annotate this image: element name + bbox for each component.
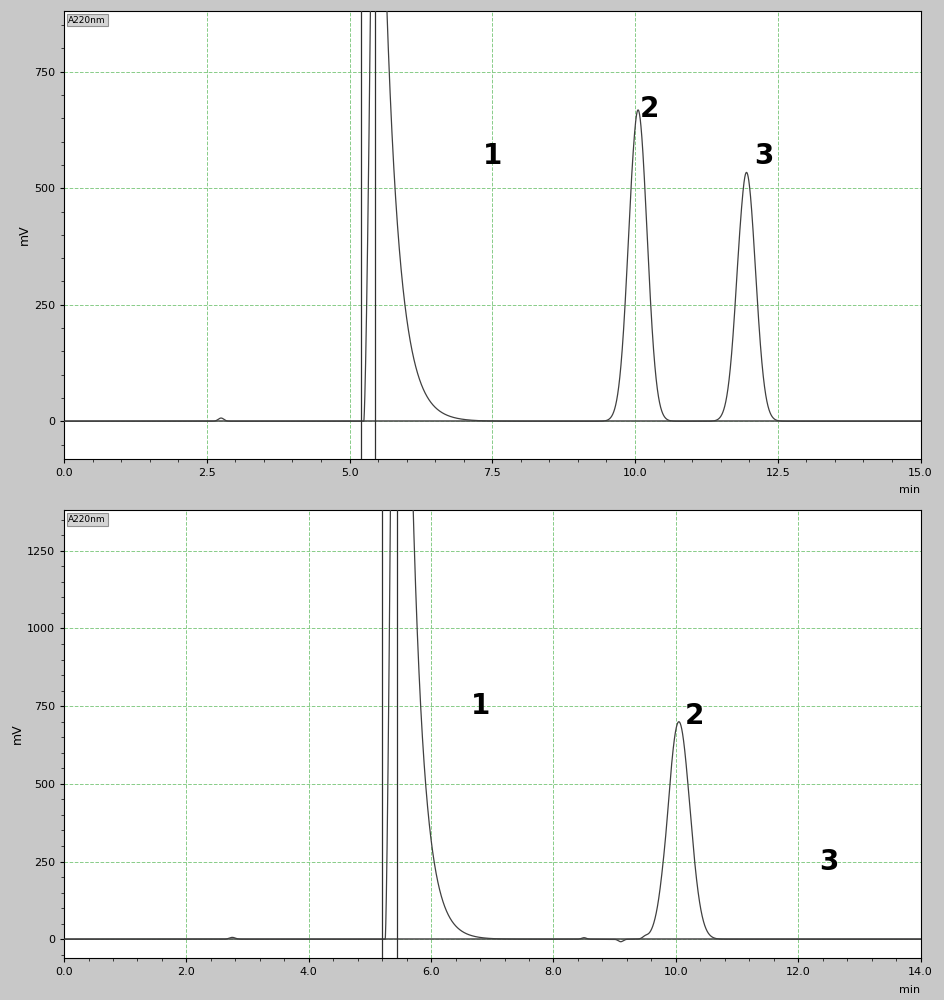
Text: min: min [900, 985, 920, 995]
Text: 1: 1 [470, 692, 490, 720]
Text: 2: 2 [684, 702, 704, 730]
Text: A220nm: A220nm [68, 515, 106, 524]
Text: min: min [900, 485, 920, 495]
Text: 1: 1 [482, 142, 502, 170]
Y-axis label: mV: mV [11, 724, 25, 744]
Text: 3: 3 [819, 848, 838, 876]
Text: 3: 3 [754, 142, 773, 170]
Text: A220nm: A220nm [68, 16, 106, 25]
Y-axis label: mV: mV [18, 225, 31, 245]
Text: 2: 2 [640, 95, 659, 123]
